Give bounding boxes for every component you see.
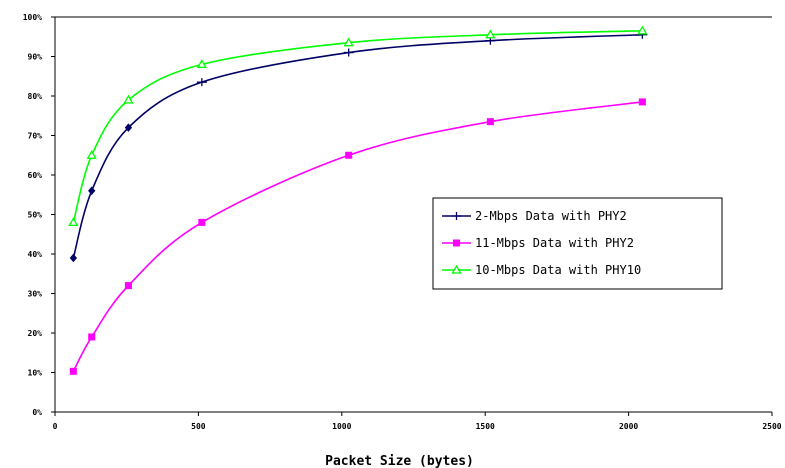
series-markers	[68, 25, 648, 375]
y-tick-label: 100%	[23, 13, 42, 22]
y-tick-label: 0%	[32, 408, 42, 417]
x-tick-label: 2500	[762, 422, 781, 431]
y-tick-label: 90%	[28, 53, 43, 62]
legend-swatch-marker	[453, 239, 460, 247]
y-tick-label: 70%	[28, 132, 43, 141]
legend-box	[432, 197, 723, 290]
data-point-series-3	[86, 149, 97, 159]
legend-label: 11-Mbps Data with PHY2	[475, 236, 634, 250]
data-point-series-1	[343, 48, 354, 57]
series-line-3	[72, 30, 643, 223]
data-point-series-3	[637, 25, 648, 35]
data-point-series-3	[485, 29, 496, 39]
x-tick-label: 0	[53, 422, 58, 431]
data-point-series-3	[123, 94, 134, 104]
data-point-series-1	[196, 78, 207, 87]
series-lines	[72, 30, 643, 372]
legend: 2-Mbps Data with PHY2 11-Mbps Data with P…	[432, 197, 723, 290]
x-tick-label: 2000	[619, 422, 638, 431]
data-point-series-2	[88, 333, 96, 341]
x-tick-label: 1500	[476, 422, 495, 431]
legend-label: 2-Mbps Data with PHY2	[475, 209, 627, 223]
series-line-1	[72, 33, 643, 259]
data-point-series-3	[68, 217, 79, 227]
data-point-series-2	[69, 367, 77, 375]
data-point-series-2	[124, 282, 132, 290]
data-point-series-2	[638, 98, 646, 106]
y-tick-label: 30%	[28, 290, 43, 299]
y-tick-label: 40%	[28, 250, 43, 259]
y-tick-label: 50%	[28, 211, 43, 220]
data-point-series-3	[196, 59, 207, 69]
y-tick-label: 10%	[28, 369, 43, 378]
x-tick-label: 500	[191, 422, 206, 431]
data-point-series-1	[124, 123, 133, 132]
data-point-series-2	[486, 118, 494, 126]
data-point-series-1	[69, 253, 78, 263]
legend-label: 10-Mbps Data with PHY10	[475, 263, 641, 277]
y-tick-label: 20%	[28, 329, 43, 338]
data-point-series-1	[88, 186, 96, 196]
y-tick-label: 60%	[28, 171, 43, 180]
data-point-series-2	[345, 151, 353, 159]
series-line-2	[72, 101, 643, 372]
y-axis-ticks: 0% 10% 20% 30% 40% 50% 60% 70% 80% 90% 100%	[23, 13, 55, 417]
data-point-series-2	[198, 218, 206, 226]
legend-swatch-marker	[451, 212, 462, 220]
x-tick-label: 1000	[332, 422, 351, 431]
y-tick-label: 80%	[28, 92, 43, 101]
x-axis-title: Packet Size (bytes)	[325, 454, 474, 468]
x-axis-ticks: 0 500 1000 1500 2000 2500	[53, 412, 782, 431]
data-point-series-3	[343, 37, 354, 47]
legend-swatch-marker	[451, 264, 462, 274]
